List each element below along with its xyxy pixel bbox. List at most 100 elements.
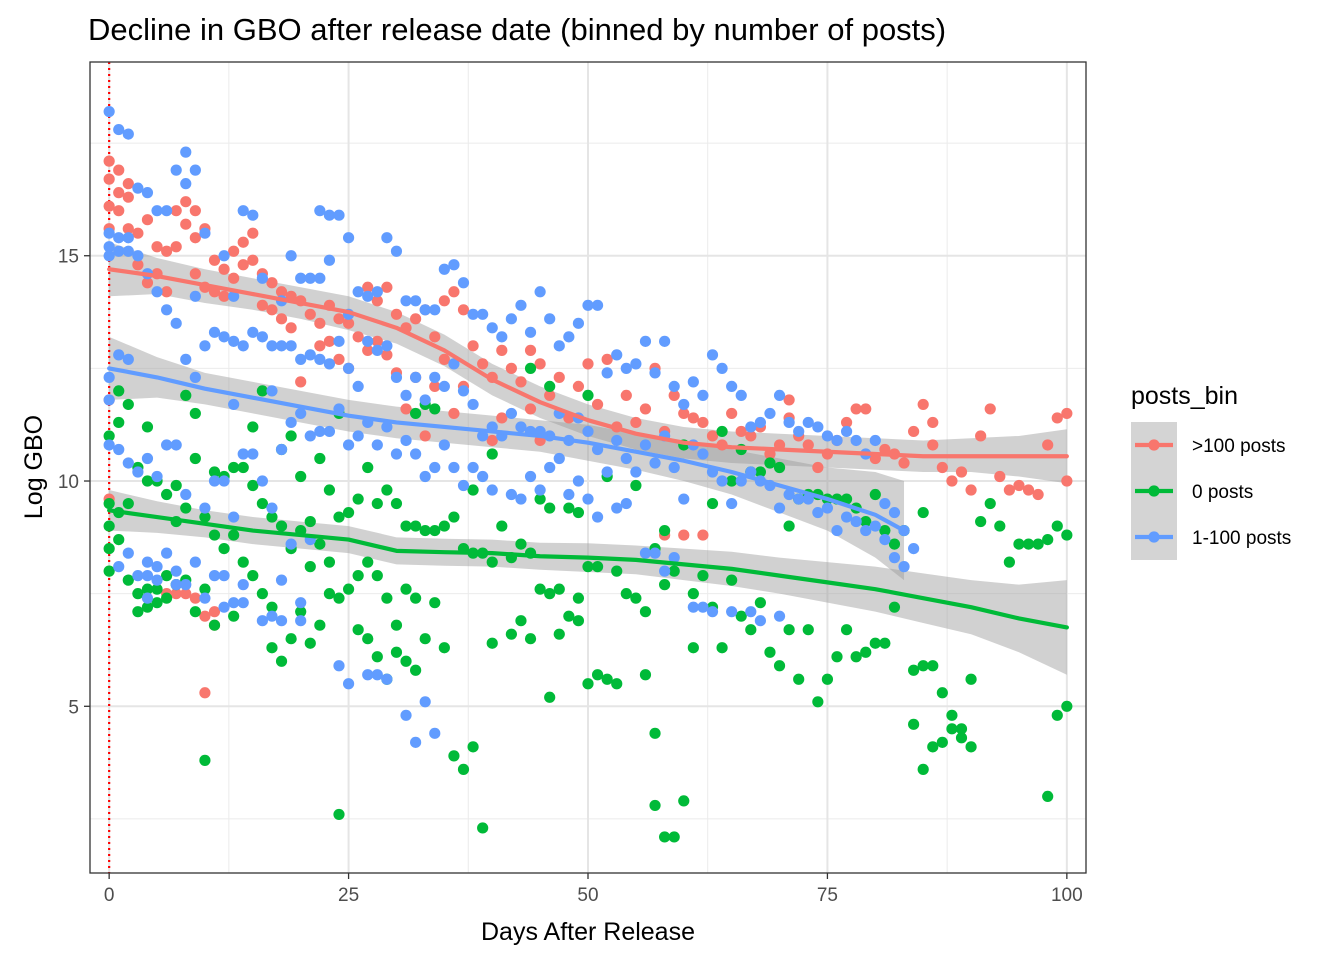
data-point <box>448 259 460 271</box>
data-point <box>975 515 987 528</box>
data-point <box>285 416 297 429</box>
data-point <box>438 520 450 532</box>
data-point <box>295 407 307 420</box>
data-point <box>256 299 268 311</box>
data-point <box>1032 488 1044 501</box>
data-point <box>180 353 192 365</box>
data-point <box>879 637 891 649</box>
legend-item: 1-100 posts <box>1131 514 1291 560</box>
data-point <box>496 331 508 343</box>
data-point <box>936 736 948 748</box>
data-point <box>237 579 249 591</box>
data-point <box>103 439 115 451</box>
data-point <box>773 502 786 514</box>
data-point <box>496 344 508 356</box>
data-point <box>917 763 929 775</box>
data-point <box>381 484 393 496</box>
data-point <box>908 425 920 438</box>
data-point <box>534 583 546 595</box>
data-point <box>831 651 843 663</box>
data-point <box>630 479 642 492</box>
data-point <box>515 299 527 311</box>
x-tick-label: 25 <box>338 885 359 906</box>
x-axis-title: Days After Release <box>481 918 695 946</box>
data-point <box>342 232 355 244</box>
data-point <box>582 358 594 370</box>
data-point <box>639 547 652 559</box>
data-point <box>180 588 192 600</box>
data-point <box>275 655 288 667</box>
legend-key-point <box>1148 485 1160 497</box>
data-point <box>285 633 297 645</box>
data-point <box>103 520 115 532</box>
data-point <box>649 727 661 739</box>
data-point <box>735 610 747 622</box>
data-point <box>448 461 460 474</box>
data-point <box>208 606 221 618</box>
data-point <box>544 502 556 514</box>
data-point <box>161 304 173 316</box>
data-point <box>917 506 929 519</box>
data-point <box>438 642 450 654</box>
data-point <box>342 317 355 329</box>
data-point <box>544 389 556 402</box>
data-point <box>314 205 326 217</box>
data-point <box>505 488 517 501</box>
data-point <box>1042 439 1054 451</box>
data-point <box>141 475 154 487</box>
data-point <box>429 403 441 415</box>
data-point <box>716 425 728 438</box>
data-point <box>228 245 240 257</box>
data-point <box>486 484 498 496</box>
data-point <box>400 520 412 532</box>
data-point <box>371 344 383 356</box>
data-point <box>352 380 364 392</box>
data-point <box>505 313 517 325</box>
data-point <box>467 308 479 320</box>
data-point <box>630 592 642 604</box>
data-point <box>304 637 316 649</box>
data-point <box>1022 484 1035 496</box>
data-point <box>429 524 441 537</box>
data-point <box>735 475 747 487</box>
data-point <box>103 200 115 212</box>
data-point <box>323 254 336 266</box>
data-point <box>352 430 364 442</box>
data-point <box>266 304 278 316</box>
data-point <box>247 421 259 433</box>
data-point <box>687 376 699 388</box>
data-point <box>553 452 565 465</box>
data-point <box>994 470 1006 483</box>
data-point <box>218 290 230 302</box>
x-axis: 0 25 50 75 100 <box>104 873 1083 906</box>
data-point <box>812 421 824 433</box>
data-point <box>113 245 125 257</box>
data-point <box>304 272 316 284</box>
data-point <box>218 263 230 275</box>
data-point <box>189 556 201 568</box>
data-point <box>850 515 862 528</box>
data-point <box>1032 538 1044 550</box>
data-point <box>515 421 527 433</box>
data-point <box>869 488 881 501</box>
data-point <box>659 831 671 843</box>
legend-items: >100 posts 0 posts 1-100 posts <box>1131 422 1291 560</box>
data-point <box>122 457 134 469</box>
data-point <box>840 425 853 438</box>
data-point <box>553 371 565 383</box>
data-point <box>668 389 680 402</box>
data-point <box>103 543 115 555</box>
data-point <box>572 506 585 519</box>
data-point <box>486 448 498 460</box>
data-point <box>180 502 192 514</box>
data-point <box>333 353 345 365</box>
y-tick-label: 5 <box>68 697 79 718</box>
data-point <box>783 416 795 429</box>
data-point <box>936 461 948 474</box>
data-point <box>802 416 814 429</box>
data-point <box>285 430 297 442</box>
data-point <box>544 380 556 392</box>
data-point <box>716 642 728 654</box>
chart-title: Decline in GBO after release date (binne… <box>88 12 946 47</box>
